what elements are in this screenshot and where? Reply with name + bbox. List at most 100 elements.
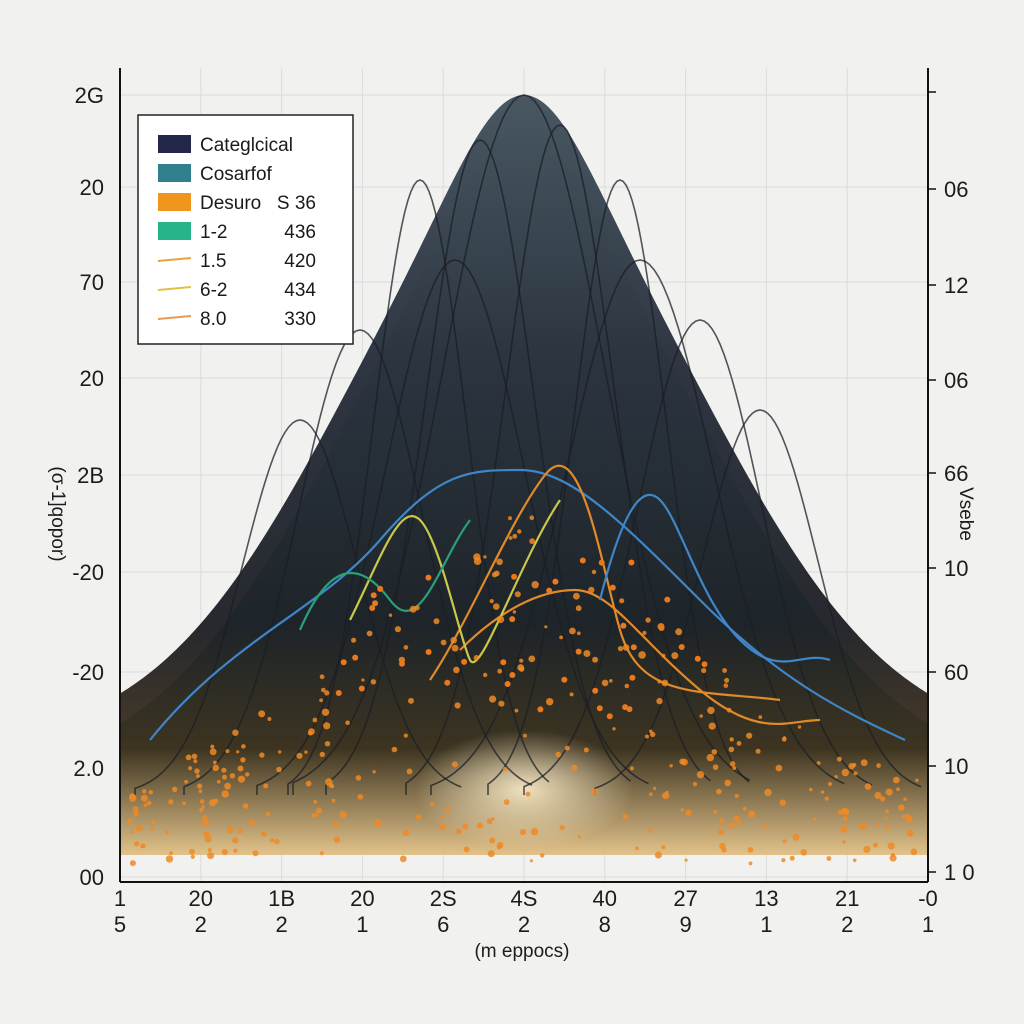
data-point [576,631,581,636]
x-tick-sublabel: 1 [922,912,934,937]
data-point [508,516,512,521]
data-point [252,850,259,857]
y-left-tick-label: 2.0 [73,756,104,781]
data-point [712,764,719,770]
data-point [267,717,272,721]
data-point [370,592,377,599]
data-point [202,815,207,820]
data-point [642,630,647,636]
legend-value: 436 [284,222,316,243]
data-point [278,750,282,754]
data-point [339,811,347,819]
data-point [496,844,502,850]
data-point [263,783,269,789]
data-point [575,648,582,655]
data-point [680,808,685,812]
data-point [884,816,888,820]
data-point [718,828,725,835]
ridge-arc [430,259,845,795]
data-point [316,807,323,814]
data-point [848,763,855,770]
data-point [150,819,155,825]
data-point [546,698,554,706]
data-point [269,838,275,843]
data-point [730,761,736,767]
legend-label: 8.0 [200,309,226,330]
data-point [504,681,511,687]
data-point [537,706,544,713]
data-point [319,698,323,703]
data-point [143,803,148,808]
data-point [333,836,341,843]
data-point [355,775,362,781]
y-left-tick-label: 2B [77,463,104,488]
data-point [425,649,432,655]
x-tick-label: 1 [114,886,126,911]
data-point [237,765,244,772]
x-tick-label: 27 [673,886,697,911]
data-point [692,781,698,787]
data-point [711,749,718,755]
legend-label: 1.5 [200,251,226,272]
legend-label: Categlcical [200,135,293,156]
data-point [209,799,217,807]
data-point [296,752,303,759]
data-point [140,844,144,849]
data-point [662,792,670,800]
data-point [370,679,377,685]
data-point [748,810,755,818]
ridge-arc [134,419,462,795]
data-point [212,764,219,772]
data-point [737,821,742,826]
x-tick-sublabel: 2 [275,912,287,937]
data-point [509,616,516,623]
data-point [131,830,135,834]
data-point [654,851,662,859]
data-point [199,807,204,813]
data-point [724,677,730,683]
data-point [583,747,589,753]
data-point [245,772,250,777]
data-point [629,674,636,681]
x-tick-sublabel: 8 [599,912,611,937]
y-right-tick-label: 60 [944,660,968,685]
data-point [694,655,701,662]
y-right-tick-label: 10 [944,556,968,581]
data-point [493,570,500,577]
data-point [190,854,195,860]
data-point [708,722,716,730]
data-point [638,651,646,659]
data-point [577,835,581,839]
data-point [402,829,409,836]
legend-value: 420 [284,251,316,272]
x-tick-label: 21 [835,886,859,911]
data-point [685,809,692,816]
data-point [140,794,148,802]
data-point [601,679,609,687]
data-point [237,775,246,783]
data-point [748,861,753,866]
data-point [403,645,409,650]
data-point [197,783,203,789]
data-point [622,644,630,651]
data-point [529,859,534,863]
data-point [729,737,734,742]
data-point [620,622,627,629]
data-point [860,759,868,767]
data-point [645,617,651,623]
legend-swatch [158,164,191,182]
y-right-tick-label: 06 [944,177,968,202]
data-point [312,717,318,723]
data-point [728,822,735,829]
data-point [491,817,495,821]
data-point [518,666,525,672]
data-point [321,708,330,716]
data-point [719,842,726,850]
data-point [135,824,143,832]
data-point [325,778,333,786]
x-tick-label: 13 [754,886,778,911]
plot-area [120,94,928,867]
data-point [905,815,913,823]
data-point [199,799,205,804]
data-point [775,764,783,772]
